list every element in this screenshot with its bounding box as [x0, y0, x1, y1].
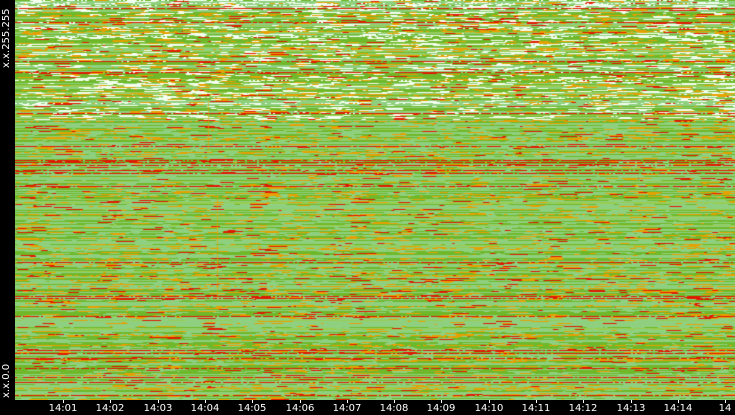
x-tick [631, 400, 632, 403]
y-axis: x.x.255.255 x.x.0.0 [0, 0, 15, 400]
x-tick-label: 14:07 [332, 403, 362, 414]
x-tick [110, 400, 111, 403]
x-tick-label: 14:03 [143, 403, 173, 414]
x-tick-label: 14:10 [474, 403, 504, 414]
x-tick-label: 14:05 [237, 403, 267, 414]
x-tick-label: 14:09 [426, 403, 456, 414]
x-tick-label: 14:12 [568, 403, 598, 414]
x-tick [394, 400, 395, 403]
x-tick-label: 14:14 [663, 403, 693, 414]
x-tick-label: 14:11 [521, 403, 551, 414]
heatmap-plot [15, 0, 735, 400]
x-tick [252, 400, 253, 403]
x-tick-label: 14:08 [379, 403, 409, 414]
x-tick-label: 14:04 [190, 403, 220, 414]
y-axis-label-bottom: x.x.0.0 [1, 363, 12, 398]
x-tick-label: 14:02 [95, 403, 125, 414]
x-tick-label: 14:01 [48, 403, 78, 414]
x-tick [158, 400, 159, 403]
x-tick [489, 400, 490, 403]
x-tick [725, 400, 726, 403]
x-tick-label: 14 [718, 403, 732, 414]
x-axis: 14:01 14:02 14:03 14:04 14:05 14:06 14:07 14:08… [0, 400, 735, 415]
y-axis-label-top: x.x.255.255 [1, 8, 12, 68]
x-tick [441, 400, 442, 403]
x-tick [678, 400, 679, 403]
x-tick-label: 14:13 [616, 403, 646, 414]
x-tick [536, 400, 537, 403]
x-tick [300, 400, 301, 403]
x-tick [583, 400, 584, 403]
x-tick-label: 14:06 [285, 403, 315, 414]
x-tick [63, 400, 64, 403]
x-tick [205, 400, 206, 403]
x-tick [347, 400, 348, 403]
